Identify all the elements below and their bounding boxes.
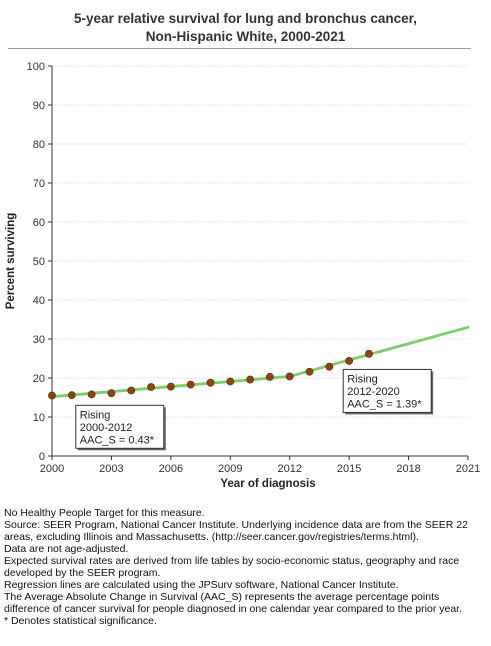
- annotation-text: Rising: [80, 409, 111, 421]
- annotation-text: AAC_S = 1.39*: [347, 398, 422, 410]
- survival-chart: 0 10 20 30 40 50 60 70 80 90 100 2000 2003 2006 2009 20…: [5, 61, 480, 490]
- x-tick-label: 2021: [456, 463, 480, 475]
- x-tick-label: 2012: [277, 463, 301, 475]
- data-point: [305, 367, 314, 376]
- x-tick-label: 2003: [99, 463, 123, 475]
- footnote-regression: Regression lines are calculated using th…: [4, 579, 399, 591]
- data-point: [325, 362, 334, 371]
- y-tick-label: 60: [33, 217, 45, 229]
- footnote-significance: * Denotes statistical significance.: [4, 615, 157, 627]
- annotation-box: [342, 368, 432, 413]
- data-point: [285, 372, 294, 381]
- annotation-text: Rising: [347, 373, 378, 385]
- annotation-text: 2000-2012: [80, 422, 133, 434]
- y-tick-label: 0: [39, 451, 45, 463]
- chart-title-line-2: Non-Hispanic White, 2000-2021: [145, 29, 346, 44]
- x-tick-label: 2015: [337, 463, 361, 475]
- y-tick-label: 90: [33, 100, 45, 112]
- x-tick-label: 2009: [218, 463, 242, 475]
- data-point: [166, 382, 175, 391]
- y-tick-label: 50: [33, 256, 45, 268]
- y-tick-label: 20: [33, 373, 45, 385]
- footnote-expected-rates: Expected survival rates are derived from…: [4, 555, 460, 579]
- x-axis-title: Year of diagnosis: [220, 478, 315, 490]
- data-point: [67, 391, 76, 400]
- title-divider: [8, 48, 471, 49]
- data-point: [345, 356, 354, 365]
- footnote-aac: The Average Absolute Change in Survival …: [4, 591, 462, 615]
- data-point: [127, 386, 136, 395]
- data-point: [226, 377, 235, 386]
- data-point: [206, 378, 215, 387]
- annotation-text: 2012-2020: [347, 386, 400, 398]
- x-tick-label: 2006: [159, 463, 183, 475]
- x-tick-label: 2000: [40, 463, 64, 475]
- y-tick-label: 70: [33, 178, 45, 190]
- y-tick-label: 30: [33, 334, 45, 346]
- data-point: [48, 391, 56, 400]
- data-point: [186, 380, 195, 389]
- y-tick-label: 40: [33, 295, 45, 307]
- footnotes: No Healthy People Target for this measur…: [4, 507, 488, 627]
- data-point: [246, 375, 254, 384]
- data-point: [107, 389, 116, 398]
- y-axis-title: Percent surviving: [5, 213, 17, 310]
- data-point: [365, 349, 373, 358]
- y-tick-label: 100: [27, 61, 45, 73]
- x-tick-label: 2018: [396, 463, 420, 475]
- data-point: [266, 372, 274, 381]
- annotation-text: AAC_S = 0.43*: [80, 434, 155, 446]
- y-tick-label: 80: [33, 139, 45, 151]
- chart-title: 5-year relative survival for lung and br…: [0, 10, 491, 46]
- footnote-source: Source: SEER Program, National Cancer In…: [4, 519, 468, 543]
- footnote-age-adjusted: Data are not age-adjusted.: [4, 543, 129, 555]
- footnote-target: No Healthy People Target for this measur…: [4, 507, 205, 519]
- chart-title-line-1: 5-year relative survival for lung and br…: [74, 11, 417, 26]
- data-point: [87, 390, 96, 399]
- annotation-box: [75, 404, 165, 449]
- y-tick-label: 10: [33, 412, 45, 424]
- data-point: [147, 383, 155, 391]
